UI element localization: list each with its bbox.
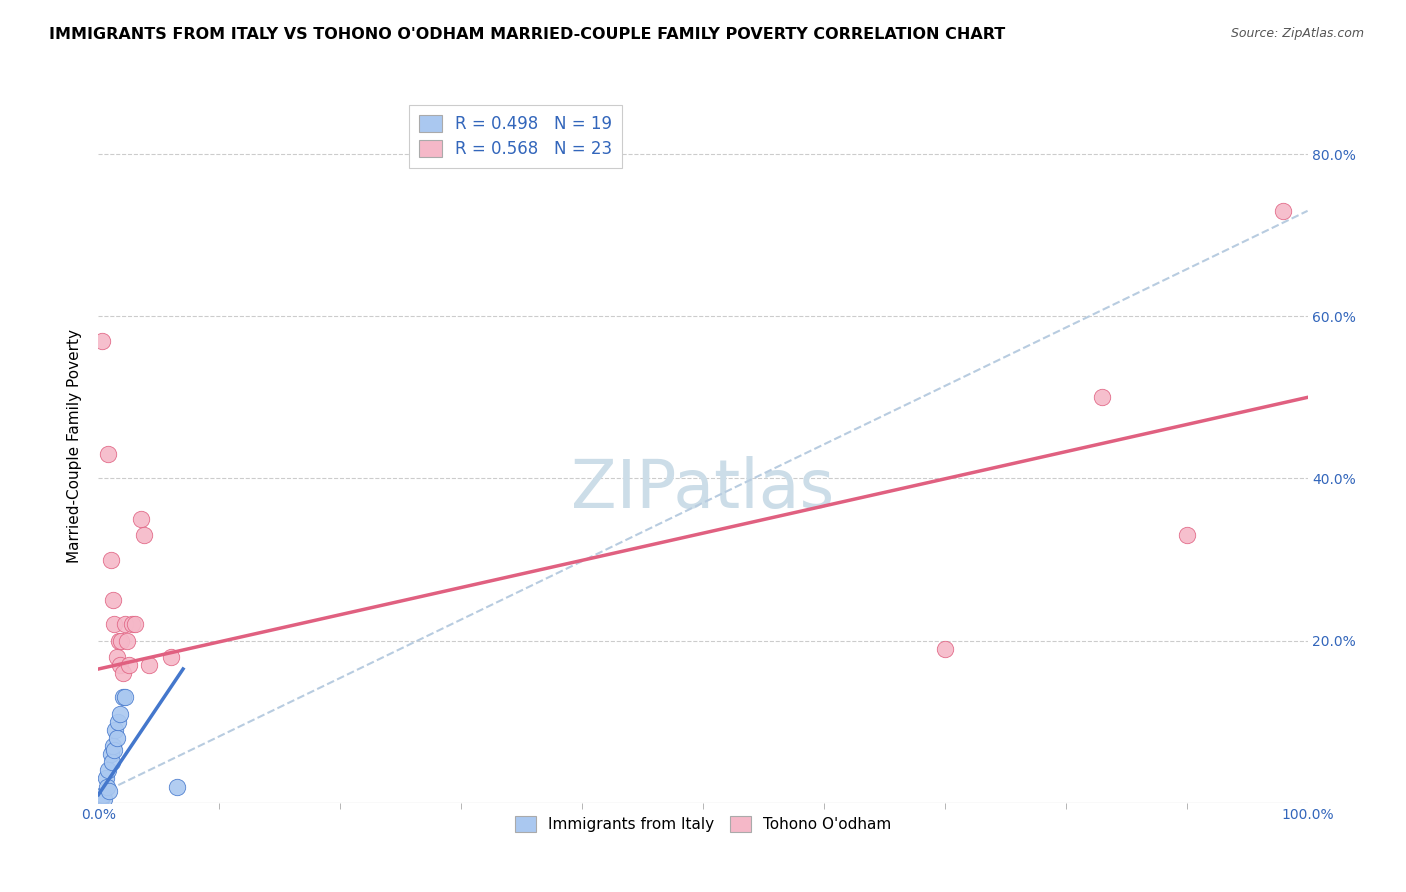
Point xyxy=(90,791,112,805)
Text: IMMIGRANTS FROM ITALY VS TOHONO O'ODHAM MARRIED-COUPLE FAMILY POVERTY CORRELATIO: IMMIGRANTS FROM ITALY VS TOHONO O'ODHAM … xyxy=(49,27,1005,42)
Point xyxy=(103,743,125,757)
Point xyxy=(108,706,131,721)
Text: Source: ZipAtlas.com: Source: ZipAtlas.com xyxy=(1230,27,1364,40)
Point xyxy=(101,593,124,607)
Point xyxy=(114,617,136,632)
Point xyxy=(134,528,156,542)
Point xyxy=(138,657,160,672)
Point xyxy=(166,780,188,794)
Point xyxy=(104,723,127,737)
Point xyxy=(1175,528,1198,542)
Point xyxy=(107,714,129,729)
Point xyxy=(100,756,122,770)
Point xyxy=(118,657,141,672)
Point xyxy=(91,789,114,804)
Point xyxy=(105,649,128,664)
Point xyxy=(121,617,143,632)
Point xyxy=(934,641,956,656)
Point xyxy=(94,772,117,786)
Point xyxy=(97,764,120,778)
Point xyxy=(108,633,131,648)
Point xyxy=(129,512,152,526)
Point xyxy=(124,617,146,632)
Point xyxy=(97,447,120,461)
Point xyxy=(103,617,125,632)
Point xyxy=(100,747,122,761)
Point xyxy=(117,633,139,648)
Point xyxy=(101,739,124,753)
Legend: Immigrants from Italy, Tohono O'odham: Immigrants from Italy, Tohono O'odham xyxy=(509,810,897,838)
Point xyxy=(111,666,134,681)
Point xyxy=(91,788,114,802)
Point xyxy=(1091,390,1114,404)
Text: ZIPatlas: ZIPatlas xyxy=(571,456,835,522)
Point xyxy=(110,633,132,648)
Point xyxy=(96,780,118,794)
Point xyxy=(105,731,128,745)
Point xyxy=(100,552,122,566)
Point xyxy=(91,334,114,348)
Point xyxy=(98,783,121,797)
Point xyxy=(111,690,134,705)
Point xyxy=(93,791,115,805)
Y-axis label: Married-Couple Family Poverty: Married-Couple Family Poverty xyxy=(67,329,83,563)
Point xyxy=(1272,203,1295,218)
Point xyxy=(108,657,131,672)
Point xyxy=(114,690,136,705)
Point xyxy=(160,649,183,664)
